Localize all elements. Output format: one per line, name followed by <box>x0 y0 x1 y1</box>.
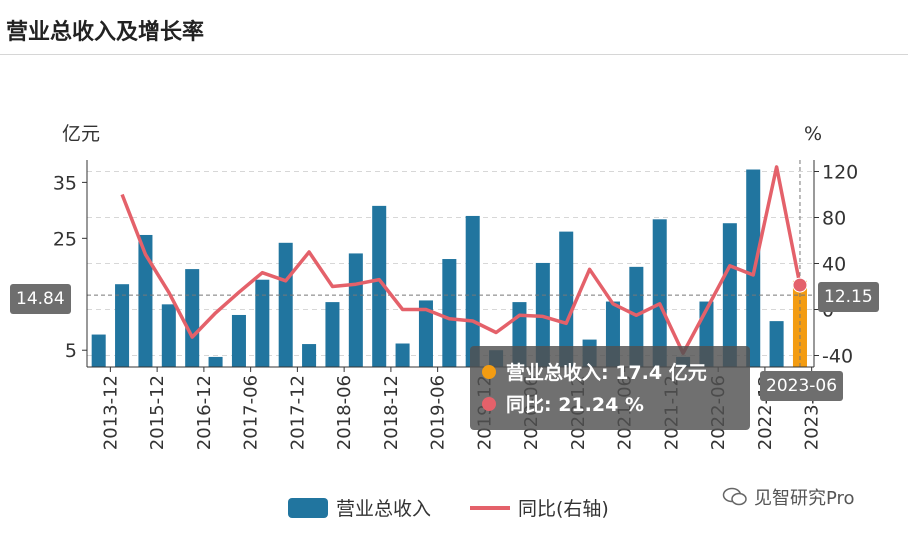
revenue-bar <box>161 304 176 367</box>
revenue-bar <box>722 223 737 367</box>
x-axis-tick-label: 2017-06 <box>241 375 262 450</box>
legend-revenue-label: 营业总收入 <box>336 498 432 520</box>
revenue-bar <box>325 302 340 367</box>
wechat-icon <box>722 487 747 506</box>
revenue-bar <box>115 284 130 367</box>
revenue-bar <box>348 253 363 367</box>
right-axis-unit: % <box>804 123 822 145</box>
x-axis-tick-label: 2019-06 <box>428 375 449 450</box>
title-divider <box>0 54 908 55</box>
revenue-bar <box>208 356 223 367</box>
line-swatch-icon <box>470 505 510 510</box>
bar-swatch-icon <box>288 497 328 518</box>
tooltip-yoy-row: 同比: 21.24 % <box>482 390 644 417</box>
tooltip-yoy-text: 同比: 21.24 % <box>506 394 644 416</box>
revenue-bar <box>465 215 480 367</box>
right-axis-tick-label: 40 <box>822 254 846 276</box>
x-axis-pointer-label: 2023-06 <box>760 371 844 401</box>
revenue-bar <box>138 234 153 367</box>
revenue-bar <box>255 279 270 367</box>
left-axis-tick-label: 25 <box>53 228 77 250</box>
tooltip-revenue-row: 营业总收入: 17.4 亿元 <box>482 358 707 385</box>
revenue-bar <box>278 242 293 367</box>
x-axis-tick-label: 2016-12 <box>194 375 215 450</box>
revenue-bar <box>559 231 574 367</box>
watermark-text: 见智研究Pro <box>754 488 855 509</box>
right-axis-tick-label: 80 <box>822 208 846 230</box>
revenue-bar <box>418 300 433 367</box>
revenue-bar <box>652 219 667 367</box>
left-axis-pointer-label: 14.84 <box>10 284 71 314</box>
legend-yoy-label: 同比(右轴) <box>518 498 609 520</box>
watermark: 见智研究Pro <box>722 484 855 510</box>
yoy-line <box>120 165 802 355</box>
x-axis-tick-label: 2015-12 <box>147 375 168 450</box>
legend-revenue[interactable]: 营业总收入 <box>288 494 431 521</box>
left-axis-tick-label: 35 <box>53 172 77 194</box>
right-axis-tick-label: 120 <box>822 162 858 184</box>
revenue-bar <box>185 269 200 367</box>
revenue-bar <box>442 259 457 367</box>
revenue-bar <box>395 343 410 367</box>
chart-title: 营业总收入及增长率 <box>6 20 205 45</box>
yoy-dot-icon <box>482 396 496 411</box>
x-axis-tick-label: 2013-12 <box>100 375 121 450</box>
revenue-bar <box>231 314 246 367</box>
revenue-bar <box>302 344 317 367</box>
revenue-bar <box>769 321 784 367</box>
x-axis-tick-label: 2018-12 <box>381 375 402 450</box>
tooltip: 营业总收入: 17.4 亿元 同比: 21.24 % <box>470 346 750 430</box>
left-axis-unit: 亿元 <box>62 123 100 145</box>
revenue-dot-icon <box>482 364 496 379</box>
revenue-bar <box>372 205 387 367</box>
right-axis-tick-label: -40 <box>822 346 853 368</box>
left-axis-tick-label: 5 <box>65 340 77 362</box>
legend-yoy[interactable]: 同比(右轴) <box>470 494 609 521</box>
yoy-highlight-point <box>792 277 808 293</box>
right-axis-pointer-label: 12.15 <box>818 282 879 312</box>
x-axis-tick-label: 2018-06 <box>334 375 355 450</box>
x-axis-tick-label: 2017-12 <box>287 375 308 450</box>
tooltip-revenue-text: 营业总收入: 17.4 亿元 <box>506 362 707 384</box>
revenue-bar <box>91 334 106 367</box>
